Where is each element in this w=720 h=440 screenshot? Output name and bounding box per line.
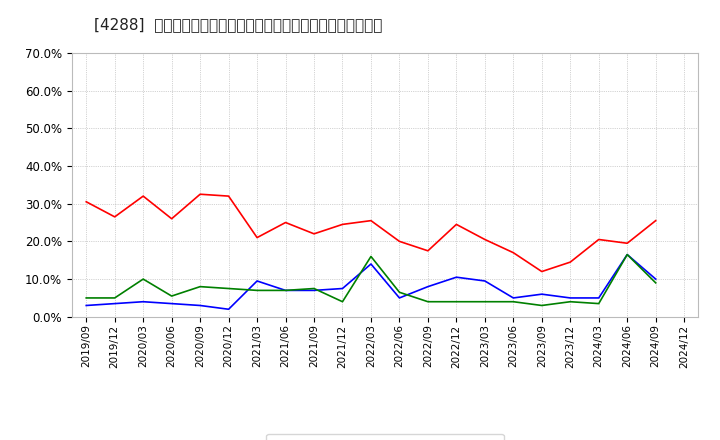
買入債務: [338, 299, 347, 304]
売上債権: [537, 269, 546, 274]
売上債権: [82, 199, 91, 205]
売上債権: [423, 248, 432, 253]
売上債権: [225, 194, 233, 199]
在庫: [595, 295, 603, 301]
売上債権: [366, 218, 375, 223]
買入債務: [366, 254, 375, 259]
Line: 買入債務: 買入債務: [86, 255, 656, 305]
Line: 在庫: 在庫: [86, 255, 656, 309]
Line: 売上債権: 売上債権: [86, 194, 656, 271]
在庫: [338, 286, 347, 291]
売上債権: [196, 191, 204, 197]
売上債権: [480, 237, 489, 242]
在庫: [537, 292, 546, 297]
在庫: [196, 303, 204, 308]
売上債権: [139, 194, 148, 199]
売上債権: [282, 220, 290, 225]
売上債権: [110, 214, 119, 220]
売上債権: [509, 250, 518, 255]
在庫: [623, 252, 631, 257]
在庫: [566, 295, 575, 301]
売上債権: [595, 237, 603, 242]
買入債務: [623, 252, 631, 257]
在庫: [366, 261, 375, 267]
買入債務: [566, 299, 575, 304]
在庫: [652, 276, 660, 282]
在庫: [395, 295, 404, 301]
在庫: [310, 288, 318, 293]
在庫: [509, 295, 518, 301]
買入債務: [139, 276, 148, 282]
在庫: [282, 288, 290, 293]
買入債務: [595, 301, 603, 306]
在庫: [110, 301, 119, 306]
売上債権: [566, 260, 575, 265]
在庫: [423, 284, 432, 289]
買入債務: [253, 288, 261, 293]
買入債務: [282, 288, 290, 293]
買入債務: [225, 286, 233, 291]
在庫: [167, 301, 176, 306]
買入債務: [82, 295, 91, 301]
買入債務: [452, 299, 461, 304]
買入債務: [652, 280, 660, 286]
売上債権: [652, 218, 660, 223]
買入債務: [110, 295, 119, 301]
売上債権: [310, 231, 318, 236]
Text: [4288]  売上債権、在庫、買入債務の総資産に対する比率の推移: [4288] 売上債権、在庫、買入債務の総資産に対する比率の推移: [94, 18, 382, 33]
売上債権: [395, 239, 404, 244]
Legend: 売上債権, 在庫, 買入債務: 売上債権, 在庫, 買入債務: [266, 434, 504, 440]
買入債務: [167, 293, 176, 299]
売上債権: [338, 222, 347, 227]
買入債務: [196, 284, 204, 289]
在庫: [225, 307, 233, 312]
在庫: [139, 299, 148, 304]
在庫: [480, 279, 489, 284]
売上債権: [167, 216, 176, 221]
買入債務: [310, 286, 318, 291]
買入債務: [395, 290, 404, 295]
在庫: [452, 275, 461, 280]
買入債務: [537, 303, 546, 308]
買入債務: [509, 299, 518, 304]
売上債権: [623, 241, 631, 246]
在庫: [82, 303, 91, 308]
売上債権: [452, 222, 461, 227]
在庫: [253, 279, 261, 284]
買入債務: [480, 299, 489, 304]
買入債務: [423, 299, 432, 304]
売上債権: [253, 235, 261, 240]
